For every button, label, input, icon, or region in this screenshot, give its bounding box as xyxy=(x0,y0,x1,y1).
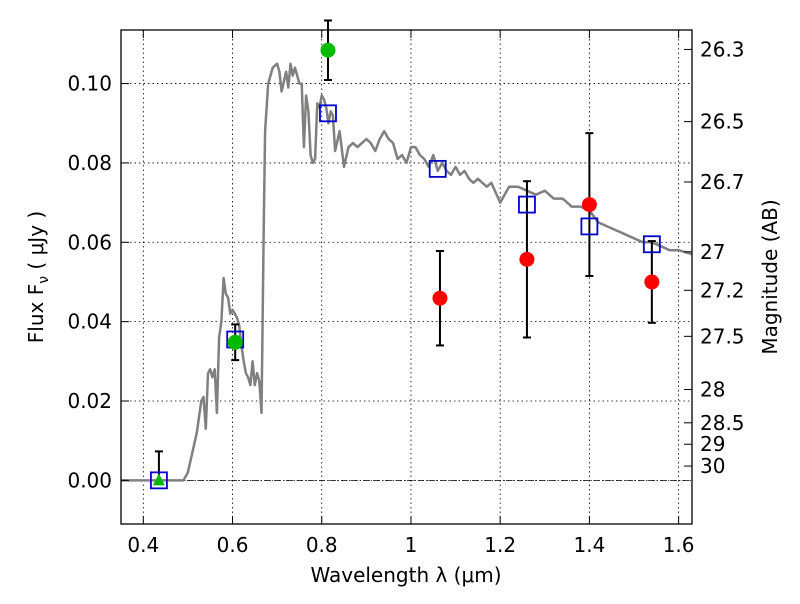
observed-point xyxy=(320,42,336,58)
upper-limit-triangle xyxy=(152,473,165,486)
observed-markers xyxy=(152,42,660,486)
model-photometry-square xyxy=(642,235,661,254)
y2-tick-label: 26.3 xyxy=(700,37,745,61)
observed-point xyxy=(644,274,660,290)
y2-tick-label: 27 xyxy=(700,240,725,264)
error-bars xyxy=(154,19,656,481)
y2-tick-label: 28.5 xyxy=(700,411,745,435)
observed-point xyxy=(581,197,597,213)
spectrum-line xyxy=(121,62,693,482)
y-axis-label-main: Flux F xyxy=(24,284,48,343)
y-tick-label: 0.02 xyxy=(67,389,112,413)
model-photometry-square xyxy=(150,471,168,490)
y-tick-label: 0.10 xyxy=(67,72,112,96)
y2-tick-label: 26.7 xyxy=(700,170,745,194)
y2-tick-label: 26.5 xyxy=(700,110,745,134)
observed-point xyxy=(519,251,535,267)
x-tick-label: 1.6 xyxy=(663,533,695,557)
model-photometry-square xyxy=(428,159,447,178)
y2-tick-label: 27.5 xyxy=(700,324,745,348)
x-tick-label: 1.4 xyxy=(573,533,605,557)
model-photometry-square xyxy=(319,104,337,123)
model-photometry-square xyxy=(518,195,536,214)
grid xyxy=(121,30,692,524)
x-tick-label: 0.6 xyxy=(217,533,249,557)
model-photometry-markers xyxy=(150,104,661,490)
y2-tick-label: 27.2 xyxy=(700,278,745,302)
x-axis-label: Wavelength λ (μm) xyxy=(310,563,501,587)
y-axis-label-subscript: ν xyxy=(36,276,52,284)
x-tick-label: 0.4 xyxy=(127,533,159,557)
model-spectrum xyxy=(121,62,693,482)
y-tick-label: 0.04 xyxy=(67,310,112,334)
y2-tick-label: 29 xyxy=(700,432,725,456)
observed-point xyxy=(432,290,448,306)
y2-tick-label: 30 xyxy=(700,454,725,478)
y2-tick-label: 28 xyxy=(700,377,725,401)
y2-axis-label: Magnitude (AB) xyxy=(758,199,782,354)
tick-labels: 0.4 0.6 0.8 1 1.2 1.4 1.6 0.00 0.02 0.04 0.06 0.08 0… xyxy=(67,37,744,557)
x-tick-label: 1 xyxy=(405,533,418,557)
y-tick-label: 0.06 xyxy=(67,230,112,254)
y-tick-label: 0.00 xyxy=(67,468,112,492)
observed-point xyxy=(227,334,243,350)
y-axis-label: Flux Fν ( μJy ) xyxy=(24,211,52,343)
model-photometry-square xyxy=(580,217,599,236)
y-tick-label: 0.08 xyxy=(67,151,112,175)
y-axis-label-unit: ( μJy ) xyxy=(24,211,48,276)
x-tick-label: 0.8 xyxy=(306,533,338,557)
x-tick-label: 1.2 xyxy=(484,533,516,557)
ticks xyxy=(121,30,692,524)
plot-frame xyxy=(120,29,693,525)
